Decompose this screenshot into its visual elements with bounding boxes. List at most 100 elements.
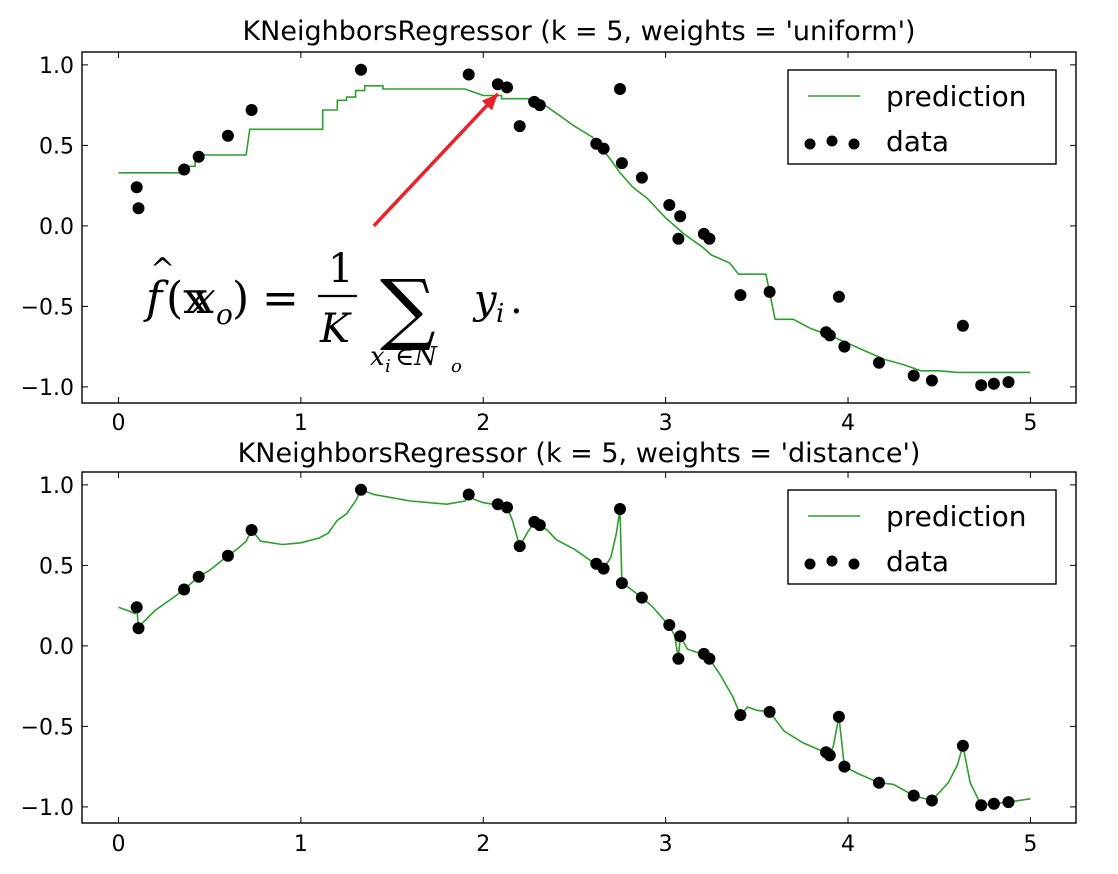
formula-period: . <box>510 277 523 323</box>
y-tick-label: 1.0 <box>39 54 74 79</box>
data-point <box>823 749 836 762</box>
data-point <box>663 199 676 211</box>
annotation-arrow-shaft <box>372 92 500 228</box>
data-point <box>1002 796 1015 809</box>
x-tick-label: 0 <box>111 411 125 436</box>
data-point <box>907 789 920 802</box>
y-tick-label: −1.0 <box>21 376 74 401</box>
formula-sum-sub-o: o <box>451 356 462 377</box>
formula-eq: = <box>262 273 299 324</box>
data-point <box>614 83 626 95</box>
data-point <box>501 501 513 514</box>
chart-panel-distance: KNeighborsRegressor (k = 5, weights = 'd… <box>21 438 1077 857</box>
legend-label: prediction <box>886 500 1026 533</box>
data-point <box>975 379 988 392</box>
data-point <box>672 232 685 245</box>
y-tick-label: 0.5 <box>39 134 74 159</box>
x-tick-label: 1 <box>294 411 308 436</box>
data-point <box>832 710 845 723</box>
plot-frame <box>81 471 1077 824</box>
x-tick-label: 3 <box>659 832 673 857</box>
data-point <box>615 577 628 590</box>
data-point <box>635 171 648 184</box>
y-tick-label: −0.5 <box>21 715 74 740</box>
formula-arg: (x <box>166 273 208 324</box>
data-point <box>873 356 885 369</box>
data-point <box>130 601 143 614</box>
y-tick-label: −0.5 <box>21 295 74 320</box>
formula-sum: ∑ <box>380 264 436 354</box>
data-point <box>597 562 610 575</box>
data-point <box>533 99 546 112</box>
x-tick-label: 2 <box>476 832 490 857</box>
x-tick-label: 1 <box>294 832 308 857</box>
data-point <box>838 340 851 353</box>
data-point <box>355 63 367 76</box>
data-point <box>491 78 504 91</box>
data-point <box>501 81 513 94</box>
data-point <box>614 503 626 515</box>
data-point <box>925 794 938 807</box>
data-point <box>907 369 920 382</box>
x-tick-label: 5 <box>1023 411 1037 436</box>
chart-title: KNeighborsRegressor (k = 5, weights = 'u… <box>242 16 915 47</box>
x-tick-label: 2 <box>476 411 490 436</box>
y-tick-label: 0.0 <box>39 215 74 240</box>
data-point <box>763 285 776 298</box>
data-point <box>823 329 836 342</box>
data-point <box>832 290 845 303</box>
formula-num: 1 <box>328 246 353 292</box>
legend-point-swatch <box>804 138 816 150</box>
plot-frame <box>81 51 1077 404</box>
legend-box <box>787 489 1057 585</box>
legend: prediction data <box>787 69 1057 165</box>
data-point <box>462 488 475 501</box>
data-point <box>763 705 776 718</box>
data-point <box>221 549 234 562</box>
data-point <box>672 652 685 665</box>
data-point <box>703 652 716 665</box>
y-tick-label: −1.0 <box>21 796 74 821</box>
formula-arg-close: ) <box>232 273 249 324</box>
data-point <box>838 760 851 773</box>
y-tick-label: 1.0 <box>39 474 74 499</box>
x-tick-label: 0 <box>111 832 125 857</box>
x-tick-label: 4 <box>841 832 855 857</box>
data-point <box>703 232 716 245</box>
data-point <box>513 540 526 553</box>
legend-label: prediction <box>886 80 1026 113</box>
y-tick-label: 0.5 <box>39 554 74 579</box>
data-point <box>462 68 475 81</box>
annotation-arrow-head <box>481 93 498 111</box>
formula-sum-sub-i: i <box>385 356 391 377</box>
legend-box <box>787 69 1057 165</box>
data-point <box>132 202 145 215</box>
data-point <box>130 181 143 194</box>
chart-title: KNeighborsRegressor (k = 5, weights = 'd… <box>238 438 921 469</box>
legend: prediction data <box>787 489 1057 585</box>
formula-term: y <box>472 277 498 323</box>
data-point <box>987 797 1000 810</box>
data-point <box>987 377 1000 390</box>
data-point <box>491 498 504 511</box>
legend-point-swatch <box>826 135 838 147</box>
x-tick-label: 5 <box>1023 832 1037 857</box>
chart-panel-uniform: KNeighborsRegressor (k = 5, weights = 'u… <box>21 16 1077 436</box>
formula-term-sub: i <box>496 299 504 329</box>
data-point <box>674 630 687 643</box>
legend-point-swatch <box>826 555 838 567</box>
data-point <box>513 120 526 133</box>
data-point <box>873 776 885 789</box>
data-point <box>597 142 610 155</box>
x-tick-label: 3 <box>659 411 673 436</box>
formula-arg-sub: o <box>216 298 233 331</box>
y-tick-label: 0.0 <box>39 635 74 660</box>
formula-sum-sub-x: x <box>370 342 385 372</box>
data-point <box>178 583 191 596</box>
data-point <box>245 104 258 116</box>
data-point <box>192 150 205 163</box>
data-point <box>533 519 546 532</box>
formula-arg-x: x <box>191 273 216 324</box>
formula-sum-sub-in: ∈N <box>395 342 438 372</box>
